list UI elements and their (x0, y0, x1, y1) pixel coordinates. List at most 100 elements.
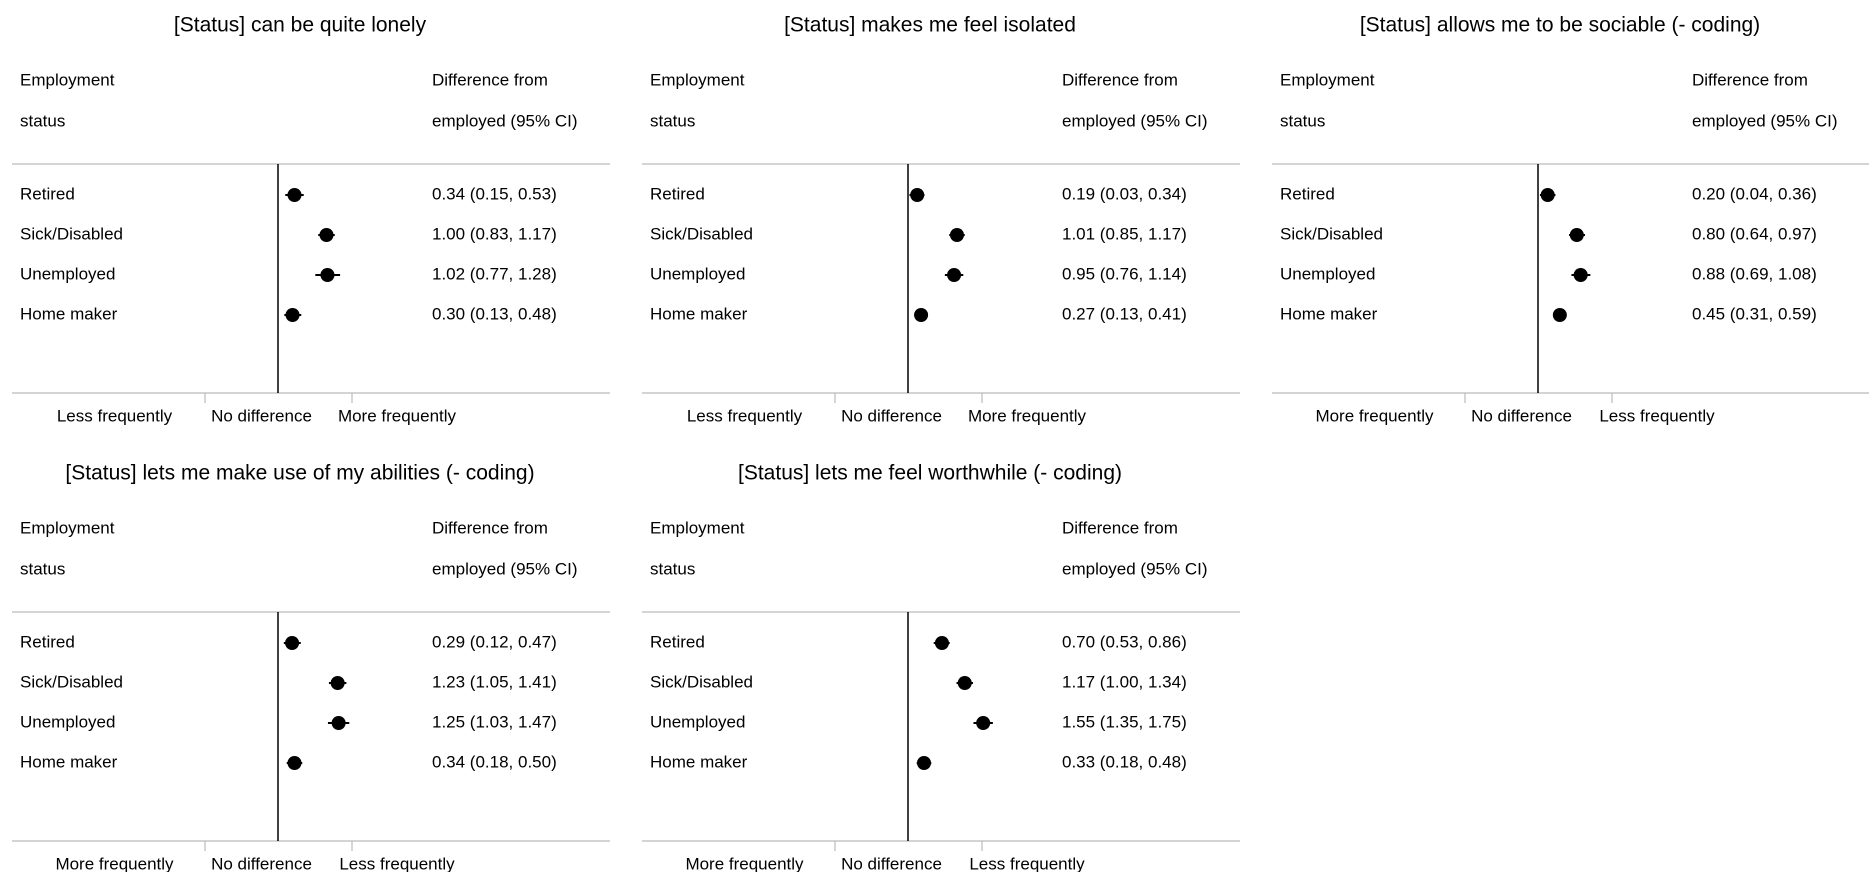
row-label: Retired (650, 632, 705, 651)
estimate-ci-text: 0.95 (0.76, 1.14) (1062, 264, 1187, 283)
point-estimate (320, 268, 335, 282)
column-header-right: Difference from (1692, 70, 1808, 89)
axis-direction-label: More frequently (685, 854, 804, 872)
estimate-ci-text: 1.55 (1.35, 1.75) (1062, 712, 1187, 731)
estimate-ci-text: 0.20 (0.04, 0.36) (1692, 184, 1817, 203)
estimate-ci-text: 1.00 (0.83, 1.17) (432, 224, 557, 243)
row-label: Home maker (650, 752, 748, 771)
axis-direction-label: Less frequently (339, 854, 455, 872)
column-header-right: Difference from (432, 70, 548, 89)
point-estimate (976, 716, 991, 730)
row-label: Unemployed (20, 264, 115, 283)
axis-direction-label: No difference (211, 406, 312, 425)
forest-panel: [Status] can be quite lonely Employment st… (12, 14, 610, 425)
panel-title: [Status] lets me make use of my abilitie… (65, 462, 534, 485)
point-estimate (330, 676, 345, 690)
point-estimate (910, 188, 925, 202)
estimate-ci-text: 1.25 (1.03, 1.47) (432, 712, 557, 731)
column-header-left: Employment (650, 518, 745, 537)
column-header-left: status (1280, 111, 1325, 130)
forest-panel: [Status] lets me make use of my abilitie… (12, 462, 610, 873)
point-estimate (1540, 188, 1555, 202)
point-estimate (287, 188, 302, 202)
forest-panel: [Status] makes me feel isolated Employmen… (642, 14, 1240, 425)
point-estimate (1573, 268, 1588, 282)
axis-direction-label: Less frequently (1599, 406, 1715, 425)
row-label: Retired (1280, 184, 1335, 203)
row-label: Retired (650, 184, 705, 203)
axis-direction-label: More frequently (55, 854, 174, 872)
row-label: Home maker (650, 304, 748, 323)
axis-direction-label: No difference (1471, 406, 1572, 425)
column-header-right: Difference from (1062, 518, 1178, 537)
point-estimate (957, 676, 972, 690)
column-header-right: employed (95% CI) (432, 559, 578, 578)
point-estimate (1552, 308, 1567, 322)
row-label: Unemployed (1280, 264, 1375, 283)
column-header-left: status (650, 559, 695, 578)
estimate-ci-text: 1.23 (1.05, 1.41) (432, 672, 557, 691)
column-header-left: status (20, 111, 65, 130)
estimate-ci-text: 0.45 (0.31, 0.59) (1692, 304, 1817, 323)
column-header-right: Difference from (1062, 70, 1178, 89)
point-estimate (285, 636, 300, 650)
point-estimate (947, 268, 962, 282)
estimate-ci-text: 0.80 (0.64, 0.97) (1692, 224, 1817, 243)
row-label: Sick/Disabled (20, 224, 123, 243)
point-estimate (917, 756, 932, 770)
estimate-ci-text: 0.27 (0.13, 0.41) (1062, 304, 1187, 323)
estimate-ci-text: 0.29 (0.12, 0.47) (432, 632, 557, 651)
column-header-left: status (650, 111, 695, 130)
column-header-left: status (20, 559, 65, 578)
axis-direction-label: More frequently (1315, 406, 1434, 425)
panel-title: [Status] lets me feel worthwhile (- codi… (738, 462, 1122, 485)
panel-title: [Status] can be quite lonely (174, 14, 427, 37)
row-label: Retired (20, 632, 75, 651)
axis-direction-label: Less frequently (57, 406, 173, 425)
column-header-left: Employment (20, 518, 115, 537)
column-header-right: employed (95% CI) (432, 111, 578, 130)
estimate-ci-text: 0.34 (0.18, 0.50) (432, 752, 557, 771)
estimate-ci-text: 0.33 (0.18, 0.48) (1062, 752, 1187, 771)
estimate-ci-text: 1.17 (1.00, 1.34) (1062, 672, 1187, 691)
column-header-right: employed (95% CI) (1062, 559, 1208, 578)
estimate-ci-text: 0.88 (0.69, 1.08) (1692, 264, 1817, 283)
axis-direction-label: Less frequently (687, 406, 803, 425)
estimate-ci-text: 0.34 (0.15, 0.53) (432, 184, 557, 203)
axis-direction-label: No difference (841, 854, 942, 872)
point-estimate (1569, 228, 1584, 242)
estimate-ci-text: 1.02 (0.77, 1.28) (432, 264, 557, 283)
row-label: Unemployed (20, 712, 115, 731)
panel-title: [Status] allows me to be sociable (- cod… (1360, 14, 1760, 37)
column-header-right: Difference from (432, 518, 548, 537)
axis-direction-label: More frequently (338, 406, 457, 425)
forest-panel: [Status] lets me feel worthwhile (- codi… (642, 462, 1240, 873)
column-header-right: employed (95% CI) (1692, 111, 1838, 130)
row-label: Sick/Disabled (1280, 224, 1383, 243)
axis-direction-label: Less frequently (969, 854, 1085, 872)
row-label: Retired (20, 184, 75, 203)
row-label: Sick/Disabled (650, 224, 753, 243)
point-estimate (287, 756, 302, 770)
point-estimate (319, 228, 334, 242)
estimate-ci-text: 0.19 (0.03, 0.34) (1062, 184, 1187, 203)
column-header-right: employed (95% CI) (1062, 111, 1208, 130)
column-header-left: Employment (1280, 70, 1375, 89)
point-estimate (285, 308, 300, 322)
row-label: Unemployed (650, 712, 745, 731)
forest-panel: [Status] allows me to be sociable (- cod… (1272, 14, 1869, 425)
point-estimate (949, 228, 964, 242)
row-label: Unemployed (650, 264, 745, 283)
estimate-ci-text: 0.30 (0.13, 0.48) (432, 304, 557, 323)
row-label: Sick/Disabled (20, 672, 123, 691)
row-label: Sick/Disabled (650, 672, 753, 691)
estimate-ci-text: 0.70 (0.53, 0.86) (1062, 632, 1187, 651)
row-label: Home maker (20, 752, 118, 771)
point-estimate (934, 636, 949, 650)
column-header-left: Employment (20, 70, 115, 89)
panel-title: [Status] makes me feel isolated (784, 14, 1076, 37)
column-header-left: Employment (650, 70, 745, 89)
axis-direction-label: More frequently (968, 406, 1087, 425)
